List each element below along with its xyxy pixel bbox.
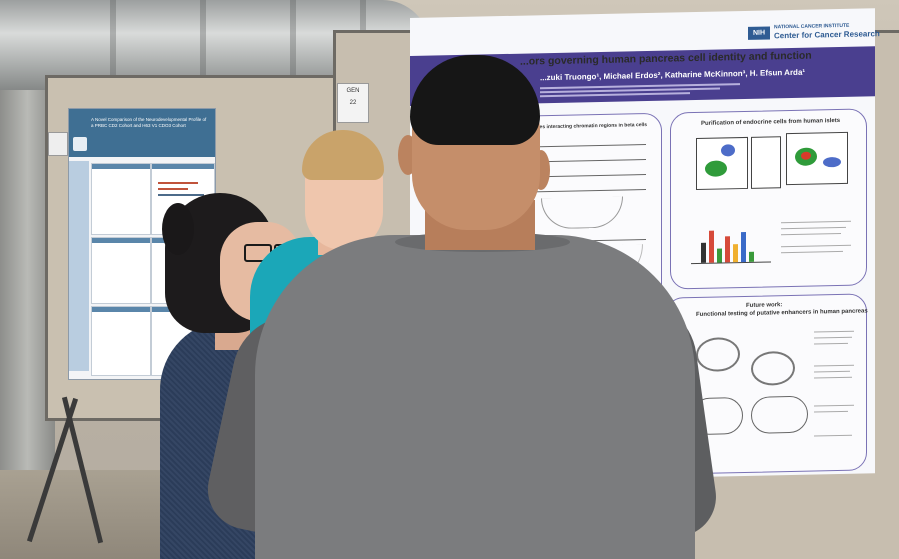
text-line: [814, 342, 848, 345]
bar: [733, 244, 738, 263]
text-line: [781, 226, 846, 230]
facs-plot: [696, 136, 748, 191]
easel-leg: [61, 396, 104, 544]
data-bar: [158, 182, 198, 184]
data-bar: [158, 188, 188, 190]
text-line: [814, 330, 854, 333]
duct-rib: [200, 0, 206, 95]
section-header: [92, 164, 150, 169]
section-header: [152, 164, 214, 169]
panel-purification: Purification of endocrine cells from hum…: [670, 108, 867, 290]
panel-title-line2: Functional testing of putative enhancers…: [696, 308, 868, 319]
poster-left-section: [91, 163, 151, 235]
facs-plot: [751, 136, 781, 189]
plasmid-diagram: [696, 337, 740, 373]
bar: [717, 248, 722, 263]
text-line: [814, 376, 852, 379]
poster-left-section: [91, 237, 151, 304]
poster-left-section: [91, 306, 151, 376]
panel-title: Purification of endocrine cells from hum…: [701, 117, 841, 127]
text-line: [814, 370, 850, 373]
poster-left-logo: [73, 137, 87, 151]
section-header: [92, 238, 150, 243]
board-tag: [48, 132, 68, 156]
man-hair: [410, 55, 540, 145]
duct-rib: [110, 0, 116, 95]
section-header: [92, 307, 150, 312]
woman-hair-bun: [162, 203, 194, 255]
ccr-name: Center for Cancer Research: [774, 29, 880, 41]
text-line: [781, 244, 851, 248]
text-line: [814, 410, 848, 413]
text-line: [781, 220, 851, 224]
text-line: [814, 364, 854, 367]
duct-rib: [290, 0, 296, 95]
easel-stand: [10, 395, 130, 545]
bar: [749, 251, 754, 262]
interaction-arc: [541, 196, 623, 230]
panel-text-block: [814, 325, 859, 456]
cell-diagram: [751, 395, 808, 434]
data-bar: [158, 194, 204, 196]
bar: [741, 231, 746, 263]
panel-text-block: [781, 215, 856, 267]
text-line: [781, 250, 843, 254]
text-line: [781, 232, 841, 236]
poster-left-header: A Novel Comparison of the Neurodevelopme…: [69, 109, 215, 157]
text-line: [814, 336, 852, 339]
cell-population: [705, 160, 727, 177]
cell-population: [721, 144, 735, 157]
cell-population: [823, 156, 841, 168]
sign-text-top: GEN: [346, 88, 360, 94]
poster-left-sidebar: [69, 161, 89, 371]
bar: [725, 236, 730, 263]
grey-shirt: [255, 235, 695, 559]
bar: [709, 230, 714, 263]
plasmid-diagram: [751, 350, 795, 386]
facs-plot: [786, 131, 848, 186]
sign-text-bottom: 22: [349, 100, 357, 106]
nih-logo: NIH: [748, 26, 770, 40]
text-line: [814, 404, 854, 407]
panel-title-line1: Future work:: [746, 302, 783, 309]
board-number-sign: GEN 22: [337, 83, 369, 123]
poster-left-title: A Novel Comparison of the Neurodevelopme…: [91, 117, 207, 128]
bar: [701, 242, 706, 263]
bar-chart: [691, 211, 771, 265]
text-line: [814, 434, 852, 437]
